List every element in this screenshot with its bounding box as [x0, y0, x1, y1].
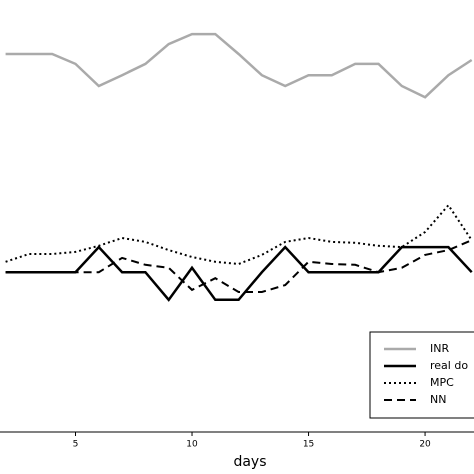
x-tick-label: 20 [419, 440, 431, 450]
series-line [5, 245, 473, 302]
legend-label: MPC [430, 376, 454, 389]
x-tick-label: 5 [73, 440, 79, 450]
legend-box [369, 331, 474, 419]
legend-label: NN [430, 393, 446, 406]
series-line [5, 203, 473, 266]
legend-label: INR [430, 342, 449, 355]
legend-label: real do [430, 359, 468, 372]
series-line [5, 239, 473, 293]
x-tick-label: 15 [303, 440, 314, 450]
legend: INR real do MPC NN [369, 331, 474, 419]
series-line [5, 32, 473, 99]
x-tick-label: 10 [186, 440, 198, 450]
x-axis-label: days [233, 454, 266, 470]
